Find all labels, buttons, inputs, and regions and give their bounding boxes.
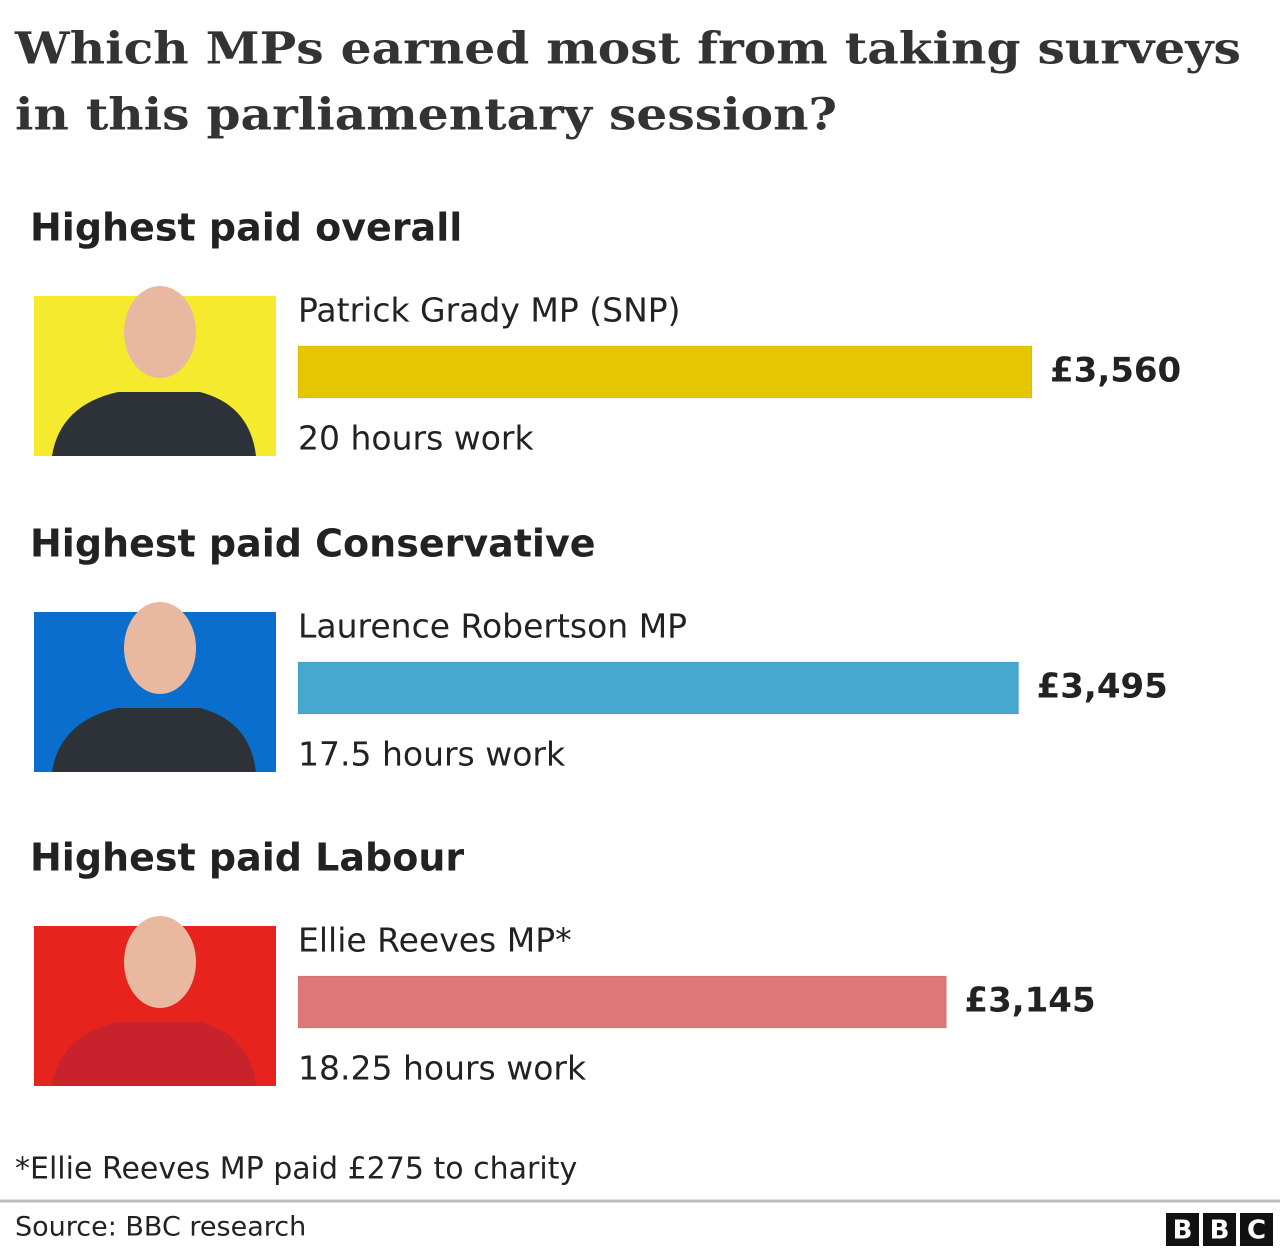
footnote: *Ellie Reeves MP paid £275 to charity	[15, 1152, 577, 1187]
value-label: £3,145	[964, 981, 1095, 1021]
source: Source: BBC research	[15, 1212, 306, 1243]
photo-head	[124, 602, 196, 694]
hours-label: 17.5 hours work	[298, 735, 566, 774]
logo-letter: B	[1210, 1216, 1230, 1246]
category-label: Laurence Robertson MP	[298, 607, 687, 646]
photo-body	[52, 708, 256, 772]
bar	[297, 975, 947, 1029]
chart-title: Which MPs earned most from taking survey…	[14, 24, 1241, 75]
chart-title: in this parliamentary session?	[15, 90, 837, 141]
logo-box	[1240, 1213, 1273, 1246]
hours-label: 20 hours work	[298, 419, 534, 458]
value-label: £3,560	[1050, 351, 1181, 391]
category-label: Patrick Grady MP (SNP)	[298, 291, 681, 330]
value-label: £3,495	[1037, 667, 1168, 707]
logo-letter: C	[1247, 1216, 1266, 1246]
bar	[297, 661, 1020, 715]
hours-label: 18.25 hours work	[298, 1049, 587, 1088]
group-heading: Highest paid overall	[30, 206, 462, 250]
logo-letter: B	[1173, 1216, 1193, 1246]
photo-head	[124, 916, 196, 1008]
group-heading: Highest paid Labour	[30, 836, 464, 880]
photo-body	[52, 1022, 256, 1086]
group-heading: Highest paid Conservative	[30, 522, 596, 566]
category-label: Ellie Reeves MP*	[298, 921, 572, 960]
logo-box	[1203, 1213, 1236, 1246]
logo-box	[1166, 1213, 1199, 1246]
photo-body	[52, 392, 256, 456]
photo-head	[124, 286, 196, 378]
bar	[297, 345, 1033, 399]
